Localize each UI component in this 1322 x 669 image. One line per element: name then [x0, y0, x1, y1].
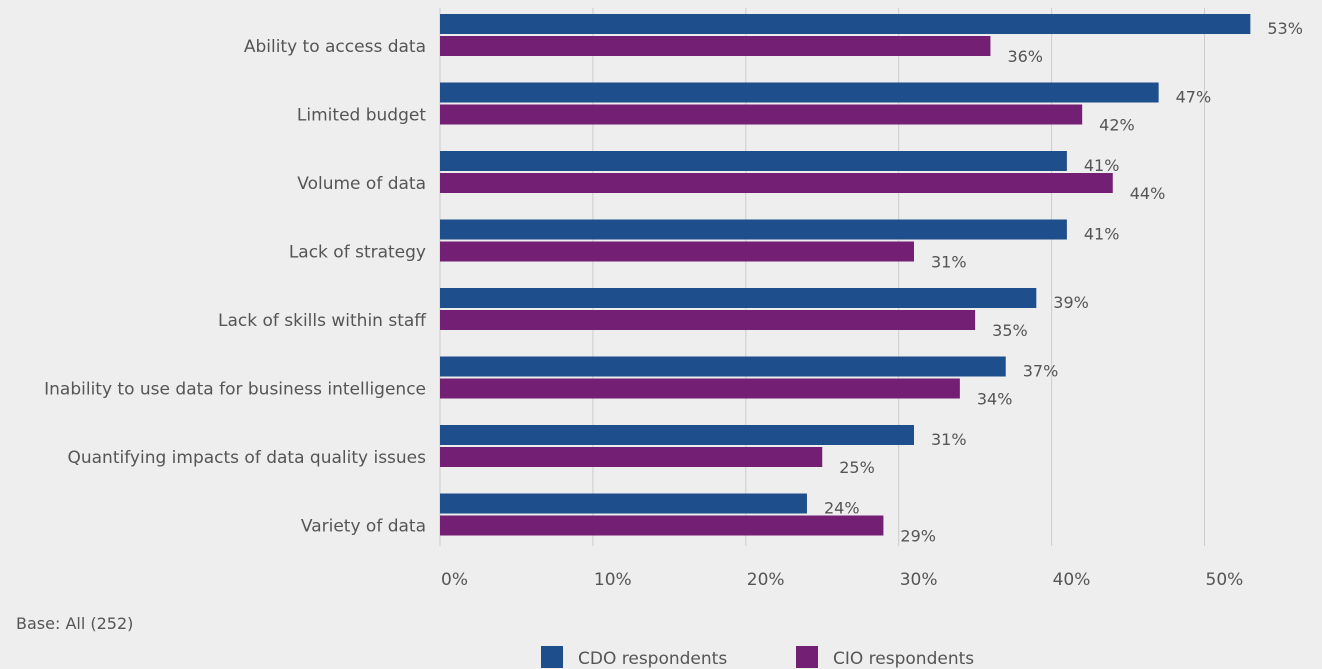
bar-cdo [440, 493, 807, 514]
x-tick-label: 50% [1206, 570, 1244, 590]
legend-swatch [541, 646, 563, 668]
data-label: 37% [1023, 362, 1059, 381]
data-label: 24% [824, 499, 860, 518]
category-label: Variety of data [301, 517, 426, 537]
x-tick-label: 20% [747, 570, 785, 590]
x-tick-label: 0% [441, 570, 468, 590]
data-label: 36% [1007, 47, 1043, 66]
base-note: Base: All (252) [16, 614, 133, 633]
x-tick-label: 40% [1053, 570, 1091, 590]
data-label: 44% [1130, 184, 1166, 203]
data-label: 42% [1099, 116, 1135, 135]
bar-cio [440, 36, 991, 56]
legend-swatch [796, 646, 818, 668]
x-tick-label: 10% [594, 570, 632, 590]
category-label: Lack of strategy [289, 243, 426, 263]
bar-cdo [440, 14, 1251, 34]
category-label: Limited budget [297, 106, 426, 126]
category-label: Volume of data [297, 174, 426, 194]
bar-cdo [440, 219, 1067, 240]
data-label: 31% [931, 253, 967, 272]
category-label: Quantifying impacts of data quality issu… [67, 448, 426, 468]
bar-cio [440, 173, 1113, 193]
data-labels: 53% 36% 47% 42% 41% 44% 41% 31% 39% 35% 37% 34% 31% 2… [824, 19, 1303, 546]
bars [440, 14, 1251, 536]
category-label: Ability to access data [244, 37, 426, 57]
bar-cio [440, 378, 960, 399]
bar-cdo [440, 82, 1159, 103]
legend-label: CIO respondents [833, 649, 974, 669]
category-label: Lack of skills within staff [218, 311, 427, 331]
data-label: 35% [992, 321, 1028, 340]
bar-cdo [440, 425, 914, 445]
bar-cio [440, 515, 884, 536]
data-label: 53% [1267, 19, 1303, 38]
data-label: 41% [1084, 156, 1120, 175]
bar-cdo [440, 356, 1006, 377]
bar-cio [440, 241, 914, 262]
x-tick-label: 30% [900, 570, 938, 590]
bar-cdo [440, 151, 1067, 171]
data-label: 34% [977, 390, 1013, 409]
legend-label: CDO respondents [578, 649, 727, 669]
data-label: 47% [1176, 88, 1212, 107]
data-label: 39% [1053, 293, 1089, 312]
data-label: 25% [839, 458, 875, 477]
legend: CDO respondents CIO respondents [541, 646, 974, 669]
data-label: 41% [1084, 225, 1120, 244]
bar-cio [440, 104, 1083, 125]
category-label: Inability to use data for business intel… [44, 380, 426, 400]
x-axis-ticks: 0% 10% 20% 30% 40% 50% [441, 570, 1243, 590]
data-label: 29% [900, 527, 936, 546]
data-label: 31% [931, 430, 967, 449]
category-labels: Ability to access data Limited budget Volu… [44, 37, 427, 537]
bar-cdo [440, 288, 1037, 308]
bar-cio [440, 447, 823, 467]
bar-cio [440, 310, 976, 330]
